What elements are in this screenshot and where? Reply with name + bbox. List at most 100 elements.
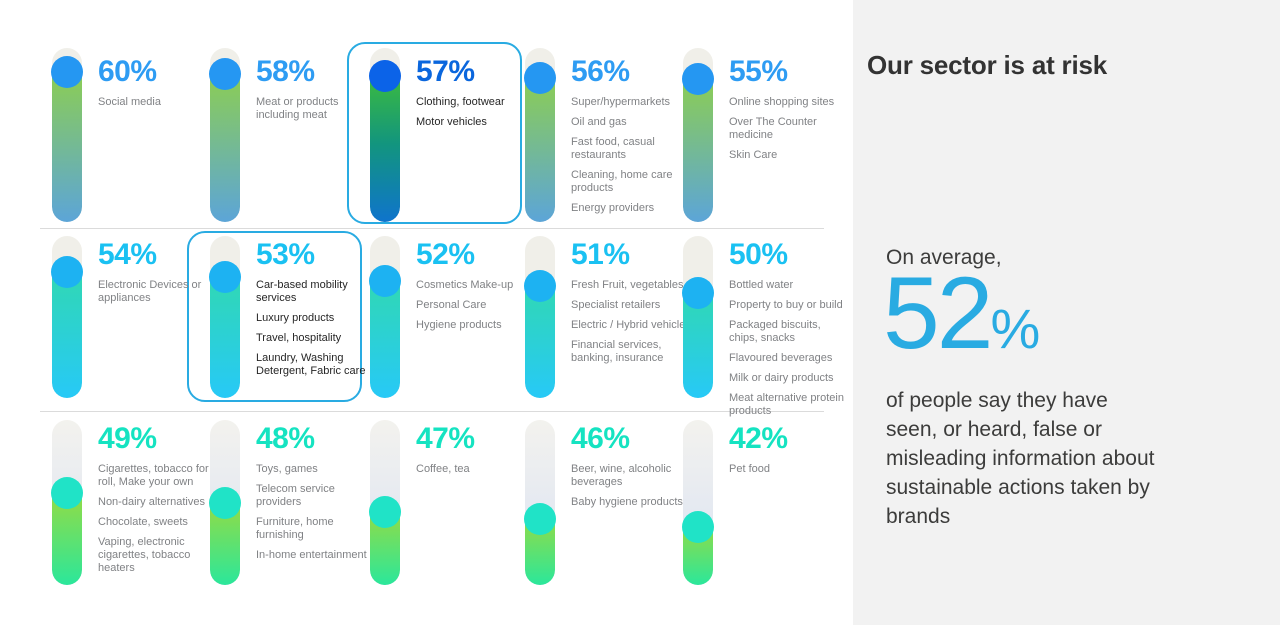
sector-text: 46% Beer, wine, alcoholic beverages Baby h…: [571, 423, 691, 516]
sector-text: 56% Super/hypermarkets Oil and gas Fast foo…: [571, 56, 691, 222]
gauge-knob: [369, 60, 401, 92]
sector-category: Toys, games: [256, 462, 318, 475]
sector-tile-56: 56% Super/hypermarkets Oil and gas Fast foo…: [517, 42, 675, 222]
sector-category: Oil and gas: [571, 115, 627, 128]
gauge-knob: [209, 487, 241, 519]
sector-category: Car-based mobility services: [256, 278, 348, 304]
sector-category: Telecom service providers: [256, 482, 335, 508]
sector-category: Social media: [98, 95, 161, 108]
sector-text: 47% Coffee, tea: [416, 423, 536, 483]
sector-value: 51%: [571, 238, 630, 271]
sector-category: Financial services, banking, insurance: [571, 338, 664, 364]
sector-category: Online shopping sites: [729, 95, 835, 108]
sector-category: Non-dairy alternatives: [98, 495, 205, 508]
sector-tile-51: 51% Fresh Fruit, vegetables Specialist ret…: [517, 231, 691, 400]
sector-tile-49: 49% Cigarettes, tobacco for roll, Make yo…: [44, 414, 209, 590]
sector-category: Motor vehicles: [416, 115, 487, 128]
sector-text: 48% Toys, games Telecom service providers F…: [256, 423, 376, 569]
gauge-knob: [682, 63, 714, 95]
sector-value: 54%: [98, 238, 157, 271]
sector-tile-50: 50% Bottled water Property to buy or build…: [675, 231, 844, 417]
sector-tile-53: 53% Car-based mobility services Luxury pro…: [187, 231, 365, 402]
sector-category: Packaged biscuits, chips, snacks: [729, 318, 821, 344]
sector-tile-58: 58% Meat or products including meat: [202, 42, 360, 222]
stat-description: of people say they have seen, or heard, …: [886, 389, 1155, 528]
sector-text: 55% Online shopping sites Over The Counter…: [729, 56, 849, 169]
sector-text: 54% Electronic Devices or appliances: [98, 239, 218, 312]
sector-category: Clothing, footwear: [416, 95, 505, 108]
gauge-knob: [369, 265, 401, 297]
sector-category: In-home entertainment: [256, 548, 367, 561]
row-divider: [40, 228, 824, 229]
gauge-knob: [209, 58, 241, 90]
sector-category: Super/hypermarkets: [571, 95, 671, 108]
gauge-pill: [525, 236, 555, 398]
sector-value: 55%: [729, 55, 788, 88]
sector-value: 57%: [416, 55, 475, 88]
gauge-knob: [682, 277, 714, 309]
sector-category: Cosmetics Make-up: [416, 278, 514, 291]
sector-category: Bottled water: [729, 278, 794, 291]
gauge-fill: [370, 66, 400, 222]
sector-category: Electronic Devices or appliances: [98, 278, 202, 304]
sector-category: Energy providers: [571, 201, 655, 214]
gauge-fill: [210, 64, 240, 222]
row-divider: [40, 411, 824, 412]
sector-text: 53% Car-based mobility services Luxury pro…: [256, 239, 376, 385]
sector-value: 56%: [571, 55, 630, 88]
sector-category: Furniture, home furnishing: [256, 515, 334, 541]
sector-text: 58% Meat or products including meat: [256, 56, 376, 129]
gauge-knob: [524, 503, 556, 535]
sector-text: 49% Cigarettes, tobacco for roll, Make yo…: [98, 423, 218, 582]
sector-text: 57% Clothing, footwear Motor vehicles: [416, 56, 536, 136]
sector-category: Personal Care: [416, 298, 487, 311]
gauge-knob: [209, 261, 241, 293]
stat-value-group: 52%: [883, 262, 1040, 364]
sector-value: 58%: [256, 55, 315, 88]
sector-category: Meat or products including meat: [256, 95, 339, 121]
sector-tile-57: 57% Clothing, footwear Motor vehicles: [347, 42, 522, 224]
sector-category: Cigarettes, tobacco for roll, Make your …: [98, 462, 209, 488]
sectors-risk-chart: 60% Social media 58% Meat or products inclu…: [40, 42, 849, 590]
gauge-knob: [369, 496, 401, 528]
sector-value: 46%: [571, 422, 630, 455]
sector-tile-46: 46% Beer, wine, alcoholic beverages Baby h…: [517, 414, 683, 590]
sector-category: Fast food, casual restaurants: [571, 135, 655, 161]
stat-value: 52: [883, 256, 993, 370]
sector-text: 50% Bottled water Property to buy or build…: [729, 239, 849, 425]
sector-text: 52% Cosmetics Make-up Personal Care Hygiene…: [416, 239, 536, 339]
sector-text: 42% Pet food: [729, 423, 849, 483]
sector-value: 47%: [416, 422, 475, 455]
gauge-knob: [51, 477, 83, 509]
sector-category: Travel, hospitality: [256, 331, 342, 344]
sector-category: Vaping, electronic cigarettes, tobacco h…: [98, 535, 191, 574]
sector-category: Property to buy or build: [729, 298, 843, 311]
panel-title: Our sector is at risk: [867, 50, 1108, 80]
sector-tile-48: 48% Toys, games Telecom service providers F…: [202, 414, 367, 590]
gauge-pill: [683, 236, 713, 398]
gauge-fill: [52, 62, 82, 222]
gauge-knob: [51, 56, 83, 88]
sector-category: Specialist retailers: [571, 298, 661, 311]
sector-category: Chocolate, sweets: [98, 515, 188, 528]
sector-category: Over The Counter medicine: [729, 115, 817, 141]
sector-tile-52: 52% Cosmetics Make-up Personal Care Hygiene…: [362, 231, 520, 400]
sector-tile-47: 47% Coffee, tea: [362, 414, 520, 590]
sector-tile-42: 42% Pet food: [675, 414, 833, 590]
sector-text: 60% Social media: [98, 56, 218, 116]
sector-text: 51% Fresh Fruit, vegetables Specialist ret…: [571, 239, 691, 372]
insight-panel: Our sector is at risk On average, 52% of…: [853, 0, 1280, 625]
sector-category: Coffee, tea: [416, 462, 470, 475]
sector-category: Fresh Fruit, vegetables: [571, 278, 684, 291]
stat-intro: On average,: [886, 246, 1002, 269]
gauge-pill: [370, 236, 400, 398]
sector-value: 42%: [729, 422, 788, 455]
stat-unit-percent: %: [990, 297, 1041, 360]
sector-category: Milk or dairy products: [729, 371, 834, 384]
sector-category: Baby hygiene products: [571, 495, 683, 508]
sector-value: 50%: [729, 238, 788, 271]
sector-value: 52%: [416, 238, 475, 271]
sector-category: Electric / Hybrid vehicles: [571, 318, 691, 331]
sector-category: Cleaning, home care products: [571, 168, 673, 194]
gauge-knob: [682, 511, 714, 543]
